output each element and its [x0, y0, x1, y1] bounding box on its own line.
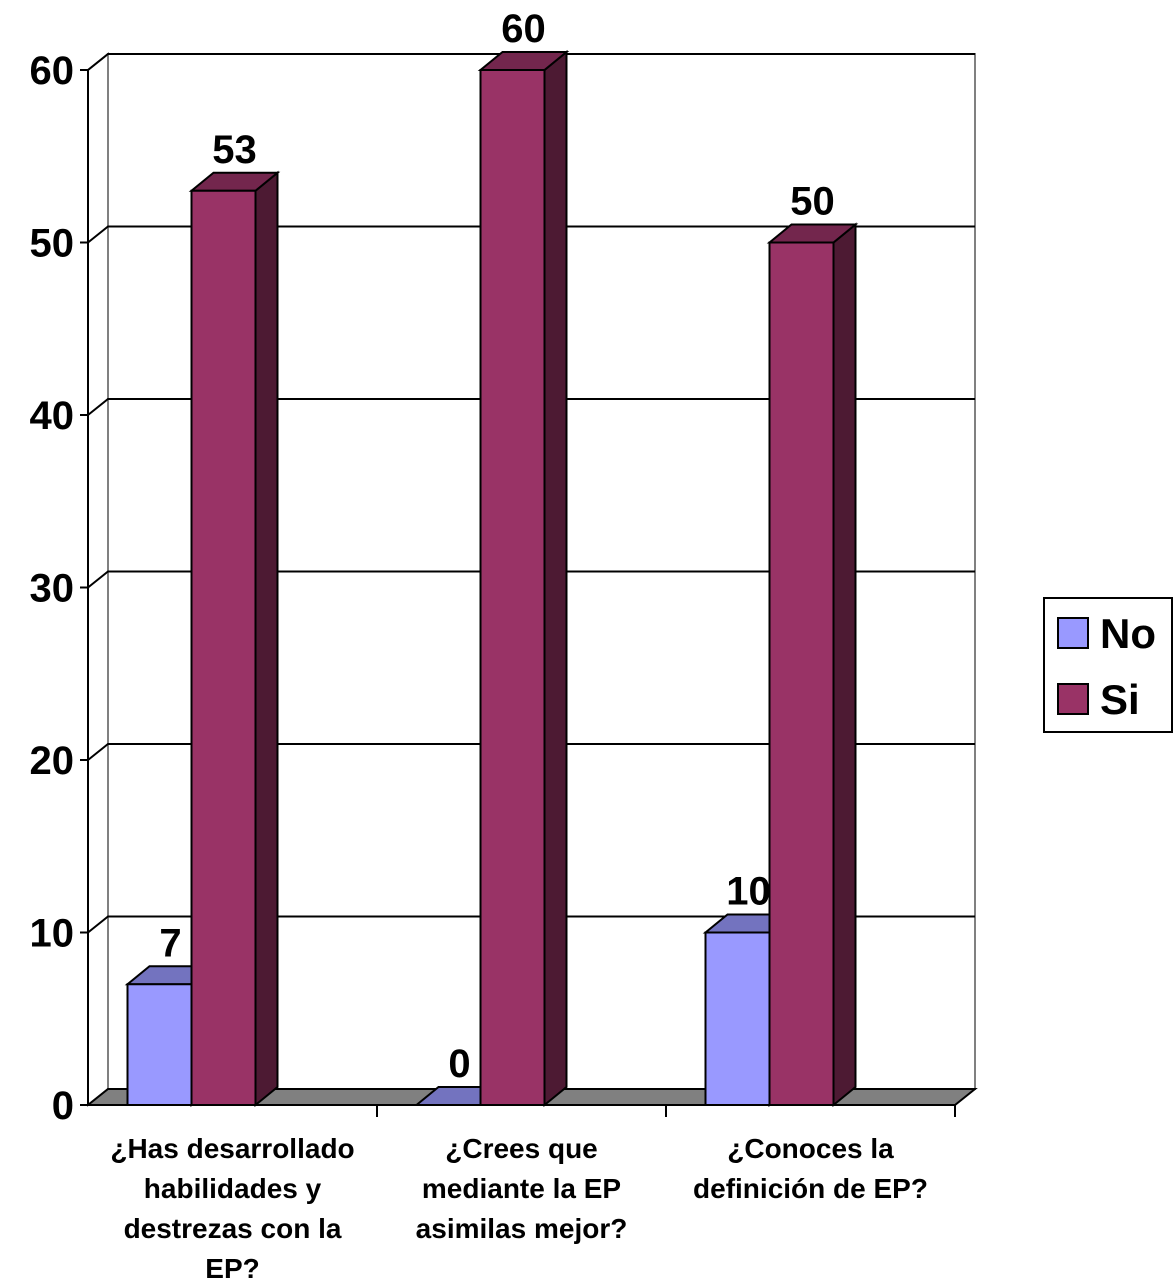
- category-label-line: definición de EP?: [693, 1173, 928, 1204]
- data-label: 53: [212, 128, 257, 172]
- data-labels: 7 53 0 60 10 50: [159, 7, 834, 1086]
- y-tick-label: 0: [52, 1084, 74, 1128]
- gridline: [87, 225, 975, 244]
- category-label-line: mediante la EP: [422, 1173, 621, 1204]
- gridline: [87, 53, 975, 71]
- bar-front: [704, 931, 771, 1106]
- y-tick-label: 60: [30, 49, 75, 93]
- y-tick-label: 50: [30, 222, 75, 266]
- category-label-line: EP?: [205, 1253, 259, 1284]
- category-label: ¿Has desarrollado habilidades y destrezas …: [110, 1133, 354, 1284]
- bar-front: [768, 241, 835, 1106]
- category-labels: ¿Has desarrollado habilidades y destrezas …: [110, 1133, 928, 1284]
- gridline: [87, 570, 975, 589]
- y-tick-label: 30: [30, 567, 75, 611]
- gridline: [87, 743, 975, 761]
- bar-si-1: [477, 49, 570, 1108]
- data-label: 10: [726, 870, 771, 914]
- y-tick-label: 20: [30, 739, 75, 783]
- legend: No Si: [1043, 597, 1173, 733]
- bar-side: [254, 170, 279, 1108]
- bar-front: [479, 69, 546, 1106]
- gridline: [87, 915, 975, 934]
- category-label-line: asimilas mejor?: [416, 1213, 628, 1244]
- data-label: 50: [790, 180, 835, 224]
- data-label: 0: [448, 1042, 470, 1086]
- category-label: ¿Conoces la definición de EP?: [693, 1133, 928, 1204]
- category-label-line: destrezas con la: [124, 1213, 342, 1244]
- bar-si-2: [766, 222, 859, 1108]
- bar-si-0: [188, 170, 281, 1108]
- gridlines: [87, 53, 975, 934]
- gridline: [87, 398, 975, 416]
- bar-side: [543, 49, 568, 1108]
- bar-side: [832, 222, 857, 1108]
- y-tick-label: 40: [30, 394, 75, 438]
- category-label-line: ¿Crees que: [445, 1133, 598, 1164]
- legend-swatch-no: [1057, 617, 1089, 649]
- bars: [124, 49, 859, 1108]
- category-label-line: habilidades y: [144, 1173, 322, 1204]
- y-tick-labels: 0 10 20 30 40 50 60: [30, 49, 75, 1128]
- category-label: ¿Crees que mediante la EP asimilas mejor?: [416, 1133, 628, 1244]
- category-label-line: ¿Has desarrollado: [110, 1133, 354, 1164]
- data-label: 7: [159, 921, 181, 965]
- bar-front: [126, 983, 193, 1106]
- legend-swatch-si: [1057, 683, 1089, 715]
- data-label: 60: [501, 7, 546, 51]
- category-label-line: ¿Conoces la: [727, 1133, 894, 1164]
- legend-label-no: No: [1100, 610, 1156, 657]
- y-tick-label: 10: [30, 912, 75, 956]
- bar-front: [190, 189, 257, 1106]
- legend-label-si: Si: [1100, 676, 1140, 723]
